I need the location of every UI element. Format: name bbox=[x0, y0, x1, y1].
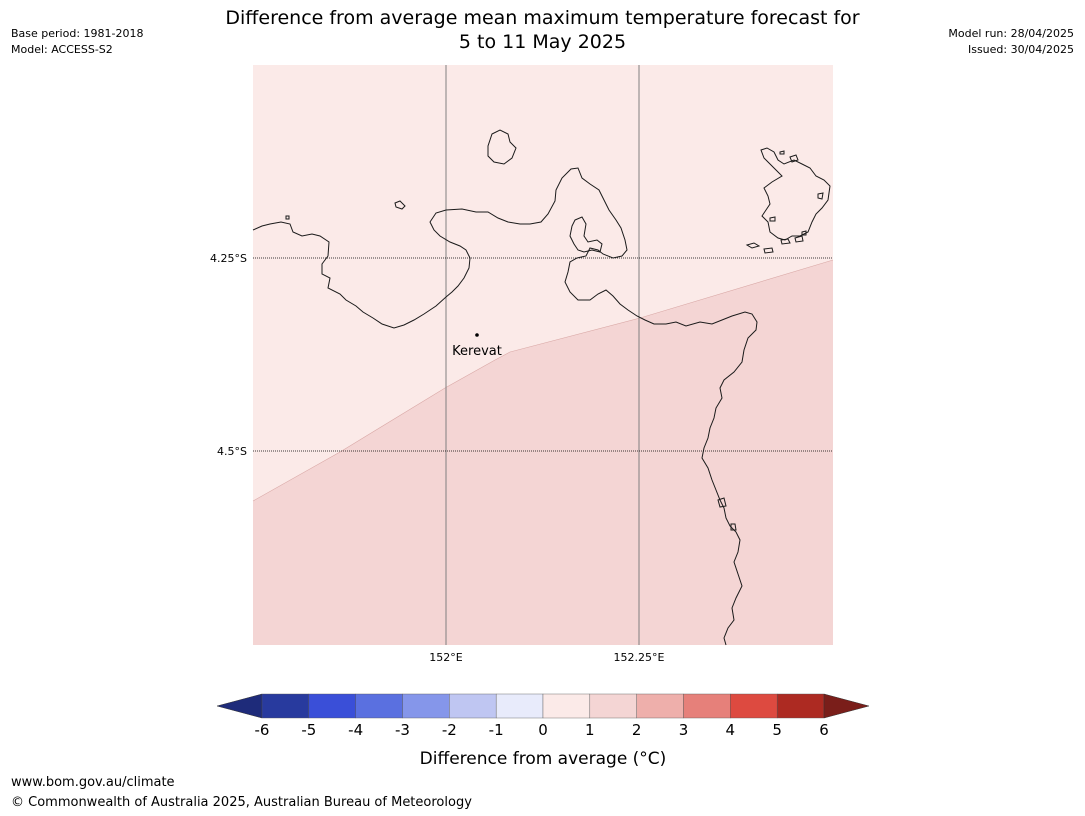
coastline-islet-ne-7 bbox=[817, 192, 824, 200]
colorbar-swatches bbox=[261, 693, 825, 719]
colorbar-tick-label: 6 bbox=[819, 721, 829, 739]
kerevat-place-label: Kerevat bbox=[452, 344, 502, 359]
header-left: Base period: 1981-2018 Model: ACCESS-S2 bbox=[11, 26, 143, 58]
colorbar-label: Difference from average (°C) bbox=[420, 749, 667, 769]
kerevat-point-marker bbox=[475, 333, 479, 337]
header-right: Model run: 28/04/2025 Issued: 30/04/2025 bbox=[948, 26, 1074, 58]
coastline-islet-north bbox=[487, 129, 517, 165]
colorbar-tick-label: -5 bbox=[301, 721, 316, 739]
coastline-main bbox=[252, 167, 758, 646]
coastline-islet-w bbox=[285, 215, 290, 220]
footer-url[interactable]: www.bom.gov.au/climate bbox=[11, 775, 175, 790]
colorbar-swatch bbox=[261, 693, 310, 719]
colorbar-tick-label: -1 bbox=[489, 721, 504, 739]
colorbar-extend-low bbox=[216, 693, 263, 719]
colorbar: -6 -5 -4 -3 -2 -1 0 1 2 3 4 5 6 Difference from aver… bbox=[216, 693, 870, 769]
colorbar-tick-label: -3 bbox=[395, 721, 410, 739]
colorbar-tick-label: 3 bbox=[679, 721, 689, 739]
colorbar-swatch bbox=[589, 693, 637, 719]
coastline-islet-ne-8 bbox=[801, 230, 807, 236]
base-period-text: Base period: 1981-2018 bbox=[11, 27, 144, 40]
colorbar-tick-label: 1 bbox=[585, 721, 595, 739]
lon-label-152: 152°E bbox=[429, 651, 462, 664]
title-line-1: Difference from average mean maximum tem… bbox=[225, 7, 860, 29]
colorbar-tick-label: -2 bbox=[442, 721, 457, 739]
coastline-islands-ne bbox=[760, 147, 831, 241]
colorbar-extend-high bbox=[823, 693, 870, 719]
colorbar-swatch bbox=[402, 693, 450, 719]
coastline-islet-ne-5 bbox=[789, 154, 799, 163]
coastline-bay-inner bbox=[569, 216, 603, 253]
model-run-text: Model run: 28/04/2025 bbox=[948, 27, 1074, 40]
coastline-islet-e-1 bbox=[717, 497, 727, 508]
coastline-islet-ne-2 bbox=[763, 247, 774, 254]
lon-label-152-25: 152.25°E bbox=[614, 651, 665, 664]
colorbar-tick-label: 5 bbox=[772, 721, 782, 739]
colorbar-swatch bbox=[495, 693, 544, 719]
colorbar-swatch bbox=[776, 693, 825, 719]
footer-copyright: © Commonwealth of Australia 2025, Austra… bbox=[11, 795, 472, 810]
fill-zone-1-to-2 bbox=[253, 260, 833, 645]
colorbar-tick-labels: -6 -5 -4 -3 -2 -1 0 1 2 3 4 5 6 bbox=[255, 721, 829, 739]
colorbar-swatch bbox=[355, 693, 403, 719]
colorbar-swatch bbox=[636, 693, 684, 719]
coastline-islet-e-2 bbox=[730, 523, 737, 531]
colorbar-swatch bbox=[683, 693, 731, 719]
colorbar-tick-label: 0 bbox=[538, 721, 548, 739]
coastline-islet-ne-4 bbox=[794, 235, 804, 243]
colorbar-swatch bbox=[449, 693, 497, 719]
coastline-islet-ne-3 bbox=[780, 238, 791, 245]
colorbar-tick-label: -4 bbox=[348, 721, 363, 739]
coastline-islet-ne-9 bbox=[779, 150, 785, 155]
lat-label-4-25: 4.25°S bbox=[210, 252, 247, 265]
coastlines bbox=[252, 129, 831, 646]
colorbar-swatch bbox=[308, 693, 356, 719]
colorbar-tick-label: 2 bbox=[632, 721, 642, 739]
page-title: Difference from average mean maximum tem… bbox=[0, 6, 1085, 54]
coastline-islet-small bbox=[394, 200, 406, 210]
coastline-islet-ne-6 bbox=[769, 216, 776, 222]
coastline-islet-ne-1 bbox=[745, 242, 761, 249]
map-panel: Kerevat 4.25°S 4.5°S 152°E 152.25°E bbox=[210, 65, 834, 664]
colorbar-swatch bbox=[730, 693, 778, 719]
colorbar-swatch bbox=[542, 693, 591, 719]
colorbar-tick-label: 4 bbox=[726, 721, 736, 739]
title-line-2: 5 to 11 May 2025 bbox=[458, 31, 627, 53]
issued-text: Issued: 30/04/2025 bbox=[967, 43, 1074, 56]
lat-label-4-5: 4.5°S bbox=[217, 445, 247, 458]
model-text: Model: ACCESS-S2 bbox=[11, 43, 113, 56]
colorbar-tick-label: -6 bbox=[255, 721, 270, 739]
